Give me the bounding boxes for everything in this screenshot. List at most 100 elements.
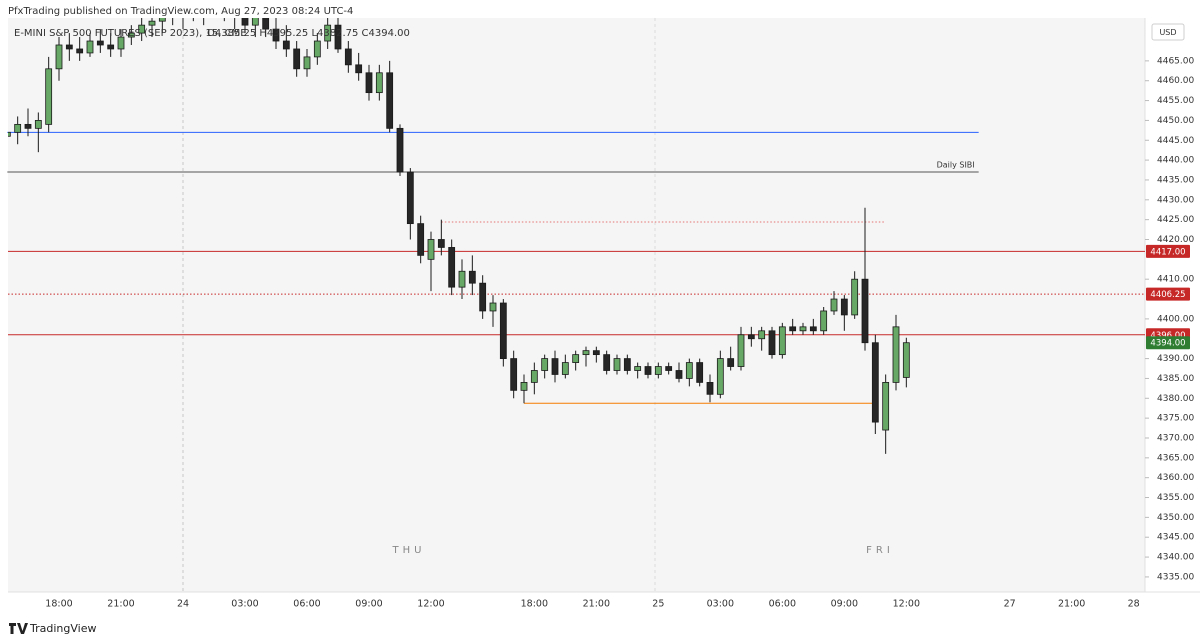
x-tick-label: 21:00 bbox=[583, 599, 610, 610]
day-label: FRI bbox=[866, 545, 894, 556]
candle-body bbox=[747, 334, 755, 340]
candle-body bbox=[902, 342, 910, 378]
x-tick-label: 03:00 bbox=[231, 599, 258, 610]
candle-body bbox=[861, 278, 869, 344]
candle-body bbox=[882, 382, 890, 431]
y-tick-label: 4465.00 bbox=[1157, 56, 1194, 66]
candle-body bbox=[406, 171, 414, 225]
candle-body bbox=[665, 366, 673, 371]
candle-body bbox=[282, 40, 290, 50]
candle-body bbox=[324, 24, 332, 42]
level-text: Daily SIBI bbox=[937, 161, 975, 170]
candle-body bbox=[262, 18, 270, 30]
candle-body bbox=[313, 40, 321, 58]
y-tick-label: 4370.00 bbox=[1157, 433, 1194, 443]
price-label: 4417.00 bbox=[1150, 247, 1185, 257]
candle-body bbox=[613, 358, 621, 371]
candle-body bbox=[499, 302, 507, 359]
price-label: 4406.25 bbox=[1150, 290, 1185, 300]
x-tick-label: 09:00 bbox=[831, 599, 858, 610]
candle-body bbox=[479, 282, 487, 312]
candle-body bbox=[417, 223, 425, 256]
candle-body bbox=[685, 362, 693, 379]
y-tick-label: 4440.00 bbox=[1157, 156, 1194, 166]
candle-body bbox=[654, 366, 662, 375]
candle-body bbox=[510, 358, 518, 391]
candle-body bbox=[582, 350, 590, 356]
candle-body bbox=[365, 72, 373, 94]
candles bbox=[8, 18, 910, 454]
candle-body bbox=[634, 366, 642, 371]
y-tick-label: 4430.00 bbox=[1157, 195, 1194, 205]
candle-body bbox=[541, 358, 549, 371]
candle-body bbox=[437, 239, 445, 248]
footer: TradingView bbox=[29, 622, 96, 635]
candle-body bbox=[820, 310, 828, 332]
candle-body bbox=[448, 247, 456, 288]
candle-body bbox=[427, 239, 435, 260]
candle-body bbox=[644, 366, 652, 375]
candle-body bbox=[107, 44, 115, 50]
logo bbox=[9, 623, 28, 634]
candle-body bbox=[830, 298, 838, 312]
x-tick-label: 21:00 bbox=[1058, 599, 1085, 610]
x-tick-label: 06:00 bbox=[769, 599, 796, 610]
candle-body bbox=[355, 64, 363, 74]
candle-body bbox=[799, 326, 807, 332]
candle-body bbox=[375, 72, 383, 94]
y-tick-label: 4335.00 bbox=[1157, 572, 1194, 582]
header: PfxTrading published on TradingView.com,… bbox=[8, 6, 353, 17]
y-tick-label: 4460.00 bbox=[1157, 76, 1194, 86]
candle-body bbox=[809, 326, 817, 332]
currency-box[interactable] bbox=[1151, 23, 1185, 41]
candle-body bbox=[737, 334, 745, 367]
y-tick-label: 4350.00 bbox=[1157, 513, 1194, 523]
y-tick-label: 4365.00 bbox=[1157, 453, 1194, 463]
candle-body bbox=[892, 326, 900, 383]
levels: Daily SIBI bbox=[7, 131, 1145, 404]
candle-body bbox=[458, 270, 466, 288]
candle-body bbox=[138, 24, 146, 34]
candle-body bbox=[8, 131, 11, 137]
x-tick-label: 09:00 bbox=[355, 599, 382, 610]
candle-body bbox=[623, 358, 631, 371]
x-tick-label: 06:00 bbox=[293, 599, 320, 610]
candle-body bbox=[530, 370, 538, 383]
x-tick-label: 03:00 bbox=[707, 599, 734, 610]
candle-body bbox=[468, 270, 476, 284]
price-label-box bbox=[1146, 287, 1190, 301]
candle-body bbox=[148, 20, 156, 26]
candle-body bbox=[344, 48, 352, 66]
candle-body bbox=[520, 382, 528, 391]
candle-body bbox=[45, 68, 53, 125]
candle-body bbox=[24, 123, 32, 129]
x-tick-label: 18:00 bbox=[45, 599, 72, 610]
candle-body bbox=[96, 40, 104, 46]
x-tick-label: 12:00 bbox=[893, 599, 920, 610]
candle-body bbox=[716, 358, 724, 395]
y-tick-label: 4445.00 bbox=[1157, 136, 1194, 146]
candle-body bbox=[65, 44, 73, 50]
candle-body bbox=[272, 28, 280, 42]
x-tick-label: 21:00 bbox=[107, 599, 134, 610]
y-tick-label: 4455.00 bbox=[1157, 96, 1194, 106]
x-tick-label: 27 bbox=[1004, 599, 1016, 610]
x-tick-label: 18:00 bbox=[521, 599, 548, 610]
candle-body bbox=[758, 330, 766, 340]
y-tick-label: 4360.00 bbox=[1157, 473, 1194, 483]
candle-body bbox=[561, 362, 569, 375]
candle-body bbox=[293, 48, 301, 70]
currency[interactable]: USD bbox=[1159, 28, 1176, 37]
y-tick-label: 4375.00 bbox=[1157, 414, 1194, 424]
y-tick-label: 4450.00 bbox=[1157, 116, 1194, 126]
symbol: E-MINI S&P 500 FUTURES (SEP 2023), 15, C… bbox=[14, 28, 247, 39]
plot-background bbox=[8, 18, 1145, 592]
price-label-box bbox=[1146, 244, 1190, 258]
ohlc-text: O4385.25 H4395.25 L4382.75 C4394.00 bbox=[207, 28, 410, 39]
candle-body bbox=[789, 326, 797, 332]
candle-body bbox=[14, 123, 22, 133]
candle-body bbox=[871, 342, 879, 423]
candle-body bbox=[55, 44, 63, 70]
candle-body bbox=[303, 56, 311, 70]
